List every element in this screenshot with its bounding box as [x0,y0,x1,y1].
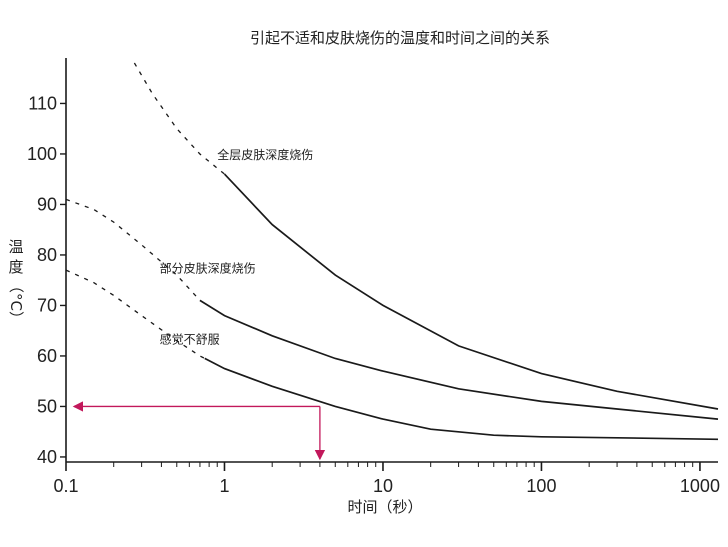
y-tick-label-110: 110 [28,93,57,113]
axes [65,58,718,463]
curve-3-dashed [65,269,206,359]
x-tick-label-100: 100 [526,476,556,496]
chart-title: 引起不适和皮肤烧伤的温度和时间之间的关系 [250,29,550,47]
curves [65,62,719,441]
x-tick-label-10: 10 [373,476,393,496]
curve-1-solid [223,173,719,410]
curve-2-solid [199,299,719,420]
y-tick-label-80: 80 [37,245,57,265]
curve-label-1: 全层皮肤深度烧伤 [217,147,313,162]
y-tick-label-90: 90 [37,194,57,214]
x-tick-label-1000: 1000 [680,476,720,496]
x-tick-label-0.1: 0.1 [53,476,78,496]
y-axis-label-line-2: 度 [8,258,23,276]
reference-lines [72,401,326,461]
curve-3-solid [204,357,719,441]
y-tick-label-50: 50 [37,396,57,416]
y-tick-label-70: 70 [37,295,57,315]
y-tick-label-60: 60 [37,346,57,366]
x-axis-label: 时间（秒） [347,498,422,516]
y-tick-label-100: 100 [27,144,57,164]
curve-2-dashed [65,198,201,301]
curve-1-dashed [133,62,225,175]
curve-label-2: 部分皮肤深度烧伤 [160,261,256,276]
y-axis-label-line-1: 温 [8,238,23,256]
y-axis-label-line-3: （°C） [7,278,25,326]
x-tick-label-1: 1 [219,476,229,496]
curve-label-3: 感觉不舒服 [160,331,220,346]
y-tick-label-40: 40 [37,447,57,467]
